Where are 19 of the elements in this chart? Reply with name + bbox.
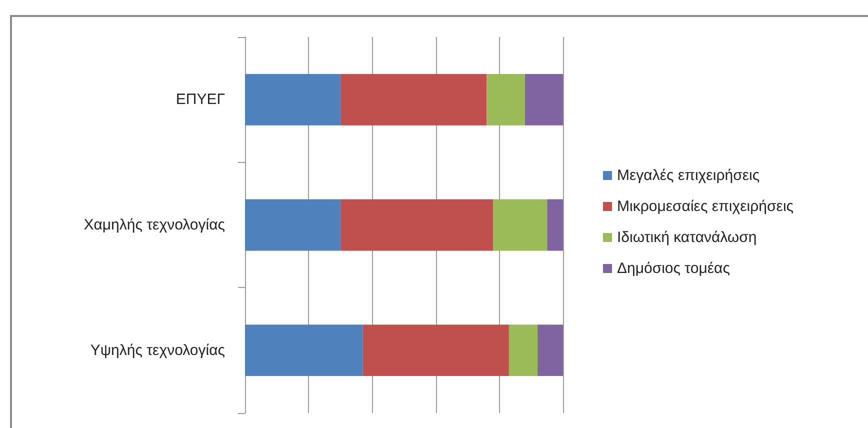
bar	[340, 74, 487, 126]
bar	[524, 74, 563, 126]
bar	[245, 199, 340, 251]
bar	[493, 199, 548, 251]
bar	[508, 324, 538, 376]
bar	[547, 199, 563, 251]
legend-label: Μικρομεσαίες επιχειρήσεις	[617, 198, 794, 215]
y-tick-label: ΕΠΥΕΓ	[176, 91, 225, 108]
bar	[340, 199, 494, 251]
y-tick-label: Χαμηλής τεχνολογίας	[84, 216, 225, 234]
bar	[362, 324, 509, 376]
bar	[245, 74, 340, 126]
y-tick-label: Υψηλής τεχνολογίας	[90, 342, 225, 359]
bar	[245, 324, 363, 376]
legend-label: Ιδιωτική κατανάλωση	[617, 229, 757, 246]
legend-label: Δημόσιος τομέας	[617, 260, 730, 277]
bar	[486, 74, 525, 126]
bar	[538, 324, 563, 376]
legend-label: Μεγαλές επιχειρήσεις	[617, 167, 760, 184]
